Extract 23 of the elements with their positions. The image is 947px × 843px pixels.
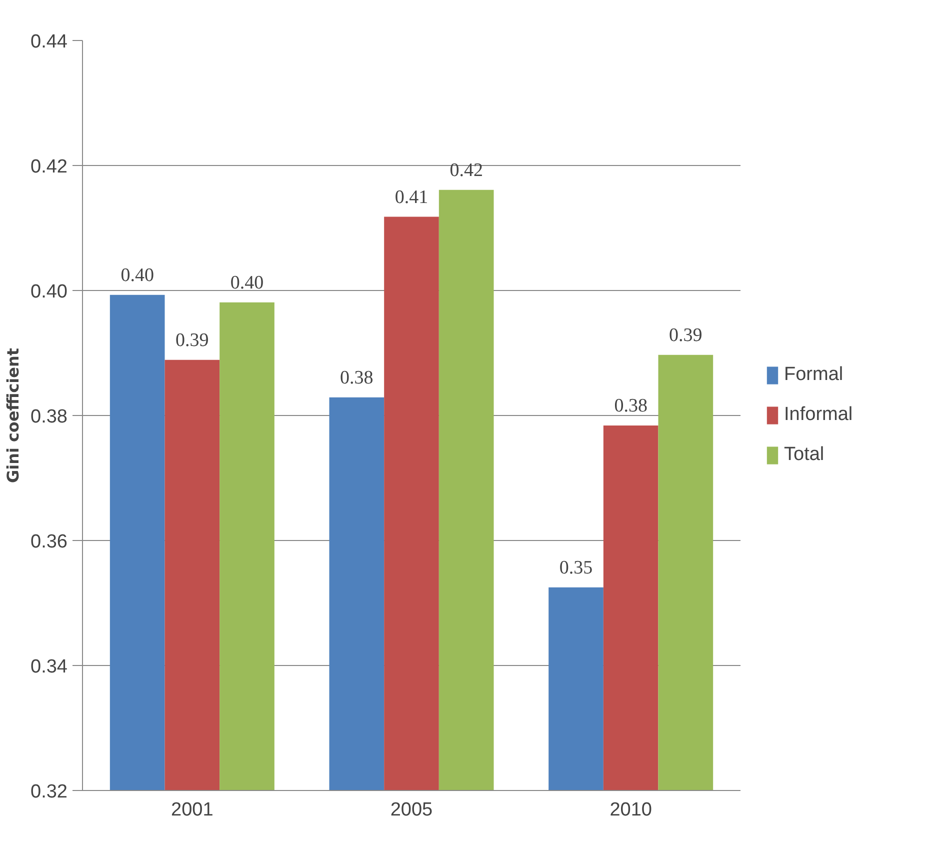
data-label: 0.40 bbox=[230, 272, 264, 294]
text: 0.34 bbox=[30, 656, 68, 678]
text: 0.40 bbox=[30, 282, 68, 302]
data-label: 0.35 bbox=[559, 557, 593, 578]
legend-label: Formal bbox=[784, 364, 844, 386]
data-label: 0.40 bbox=[120, 264, 154, 286]
data-label: 0.38 bbox=[614, 396, 648, 416]
legend-label: Total bbox=[784, 444, 824, 466]
data-label: 0.39 bbox=[176, 330, 209, 351]
text: 0.36 bbox=[30, 532, 68, 552]
data-label: 0.39 bbox=[669, 324, 702, 346]
data-label: 0.41 bbox=[394, 186, 428, 208]
text: 0.44 bbox=[30, 32, 68, 52]
data-label: 0.38 bbox=[340, 367, 374, 388]
y-axis-title: Gini coefficient bbox=[4, 348, 23, 484]
text: 0.42 bbox=[30, 156, 68, 178]
legend-label: Informal bbox=[784, 404, 853, 426]
data-label: 0.42 bbox=[450, 160, 483, 181]
text: 0.32 bbox=[30, 782, 68, 802]
text: 0.38 bbox=[30, 406, 68, 428]
x-tick-label: 2010 bbox=[610, 800, 652, 820]
x-tick-label: 2005 bbox=[390, 800, 433, 820]
x-tick-label: 2001 bbox=[171, 800, 214, 820]
